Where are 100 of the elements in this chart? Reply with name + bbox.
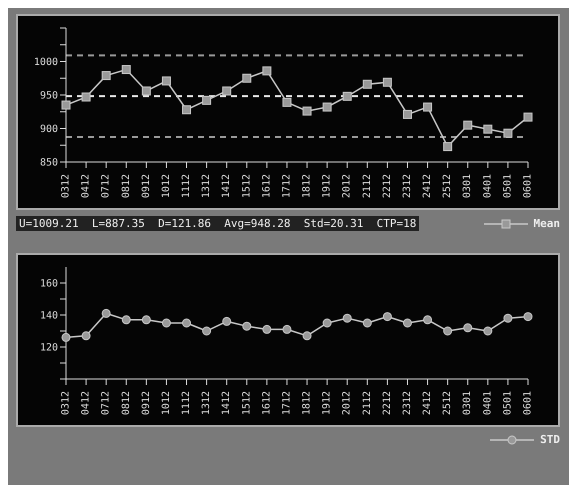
x-tick-label: 1712: [281, 391, 292, 416]
x-tick-label: 1412: [221, 174, 232, 198]
point: [202, 96, 212, 105]
point: [242, 74, 252, 83]
x-tick-label: 1912: [322, 174, 333, 198]
x-tick-label: 1412: [221, 391, 232, 416]
point: [182, 105, 192, 114]
point: [483, 124, 492, 134]
x-tick-label: 0301: [462, 391, 474, 416]
point: [402, 110, 412, 119]
x-tick-label: 2212: [382, 391, 393, 416]
x-tick-label: 1612: [261, 174, 272, 198]
point: [142, 315, 151, 324]
x-tick-label: 2512: [442, 174, 454, 198]
point: [222, 86, 232, 96]
point: [162, 318, 171, 328]
point: [142, 86, 151, 96]
point: [282, 324, 292, 334]
x-tick-label: 0401: [482, 391, 494, 416]
x-tick-label: 0501: [502, 391, 514, 416]
point: [423, 102, 432, 112]
point: [302, 106, 312, 116]
point: [322, 318, 332, 328]
x-tick-label: 0712: [100, 174, 112, 198]
point: [262, 66, 272, 76]
legend-label: STD: [540, 433, 560, 446]
point: [322, 102, 332, 112]
point: [202, 326, 212, 336]
y-tick-label: 900: [40, 124, 58, 136]
x-tick-label: 1012: [160, 391, 172, 416]
point: [242, 322, 252, 331]
point: [102, 71, 111, 80]
text: U=1009.21 L=887.35 D=121.86 Avg=948.28 Std=20.31 CTP=18: [19, 217, 416, 230]
x-tick-label: 1012: [160, 174, 172, 198]
y-tick-label: 120: [40, 342, 58, 354]
point: [182, 318, 192, 328]
point: [82, 92, 91, 102]
x-tick-label: 2112: [362, 391, 373, 416]
x-tick-label: 1912: [322, 391, 333, 416]
point: [162, 76, 171, 86]
x-tick-label: 0312: [60, 174, 72, 198]
x-tick-label: 0812: [120, 391, 132, 416]
x-tick-label: 1712: [281, 174, 292, 198]
x-tick-label: 2212: [382, 174, 393, 198]
point: [423, 315, 432, 324]
x-tick-label: 0301: [462, 174, 474, 198]
x-tick-label: 2412: [422, 174, 434, 198]
x-tick-label: 2012: [342, 391, 353, 416]
y-tick-label: 1000: [34, 57, 58, 68]
point: [342, 92, 352, 101]
x-tick-label: 2512: [442, 391, 454, 416]
y-tick-label: 140: [40, 310, 58, 322]
x-tick-label: 2112: [362, 174, 373, 198]
x-tick-label: 2412: [422, 391, 434, 416]
x-tick-label: 0401: [482, 174, 494, 198]
point: [62, 332, 70, 342]
x-tick-label: 0912: [140, 174, 152, 198]
x-tick-label: 0601: [522, 391, 534, 416]
x-tick-label: 1112: [181, 174, 192, 198]
x-tick-label: 0912: [140, 391, 152, 416]
x-tick-label: 0412: [80, 174, 92, 198]
x-tick-label: 2312: [402, 391, 413, 416]
x-tick-label: 1812: [302, 391, 313, 416]
x-tick-label: 0712: [100, 391, 112, 416]
x-tick-label: 0312: [60, 391, 72, 416]
point: [222, 316, 232, 326]
y-tick-label: 160: [40, 278, 58, 290]
x-tick-label: 1812: [302, 174, 313, 198]
x-tick-label: 0812: [120, 174, 132, 198]
point: [62, 100, 70, 110]
point: [362, 318, 372, 328]
point: [362, 80, 372, 89]
point: [82, 331, 91, 340]
point: [524, 112, 532, 122]
point: [463, 120, 472, 130]
point: [443, 326, 452, 336]
x-tick-label: 1512: [241, 174, 252, 198]
x-tick-label: 0501: [502, 174, 514, 198]
y-tick-label: 850: [40, 158, 58, 169]
point: [262, 324, 272, 334]
x-tick-label: 1312: [201, 174, 212, 198]
y-tick-label: 950: [40, 90, 58, 102]
legend-label: Mean: [534, 217, 560, 230]
x-tick-label: 2312: [402, 174, 413, 198]
x-tick-label: 0412: [80, 391, 92, 416]
x-tick-label: 1312: [201, 391, 212, 416]
point: [402, 318, 412, 328]
point: [382, 78, 392, 87]
point: [282, 98, 292, 107]
point: [503, 128, 512, 138]
point: [342, 314, 352, 323]
point: [302, 331, 312, 340]
point: [122, 65, 131, 74]
point: [503, 314, 512, 323]
point: [122, 315, 131, 324]
point: [524, 312, 532, 322]
point: [443, 142, 452, 152]
point: [102, 308, 111, 318]
x-tick-label: 2012: [342, 174, 353, 198]
x-tick-label: 1612: [261, 391, 272, 416]
